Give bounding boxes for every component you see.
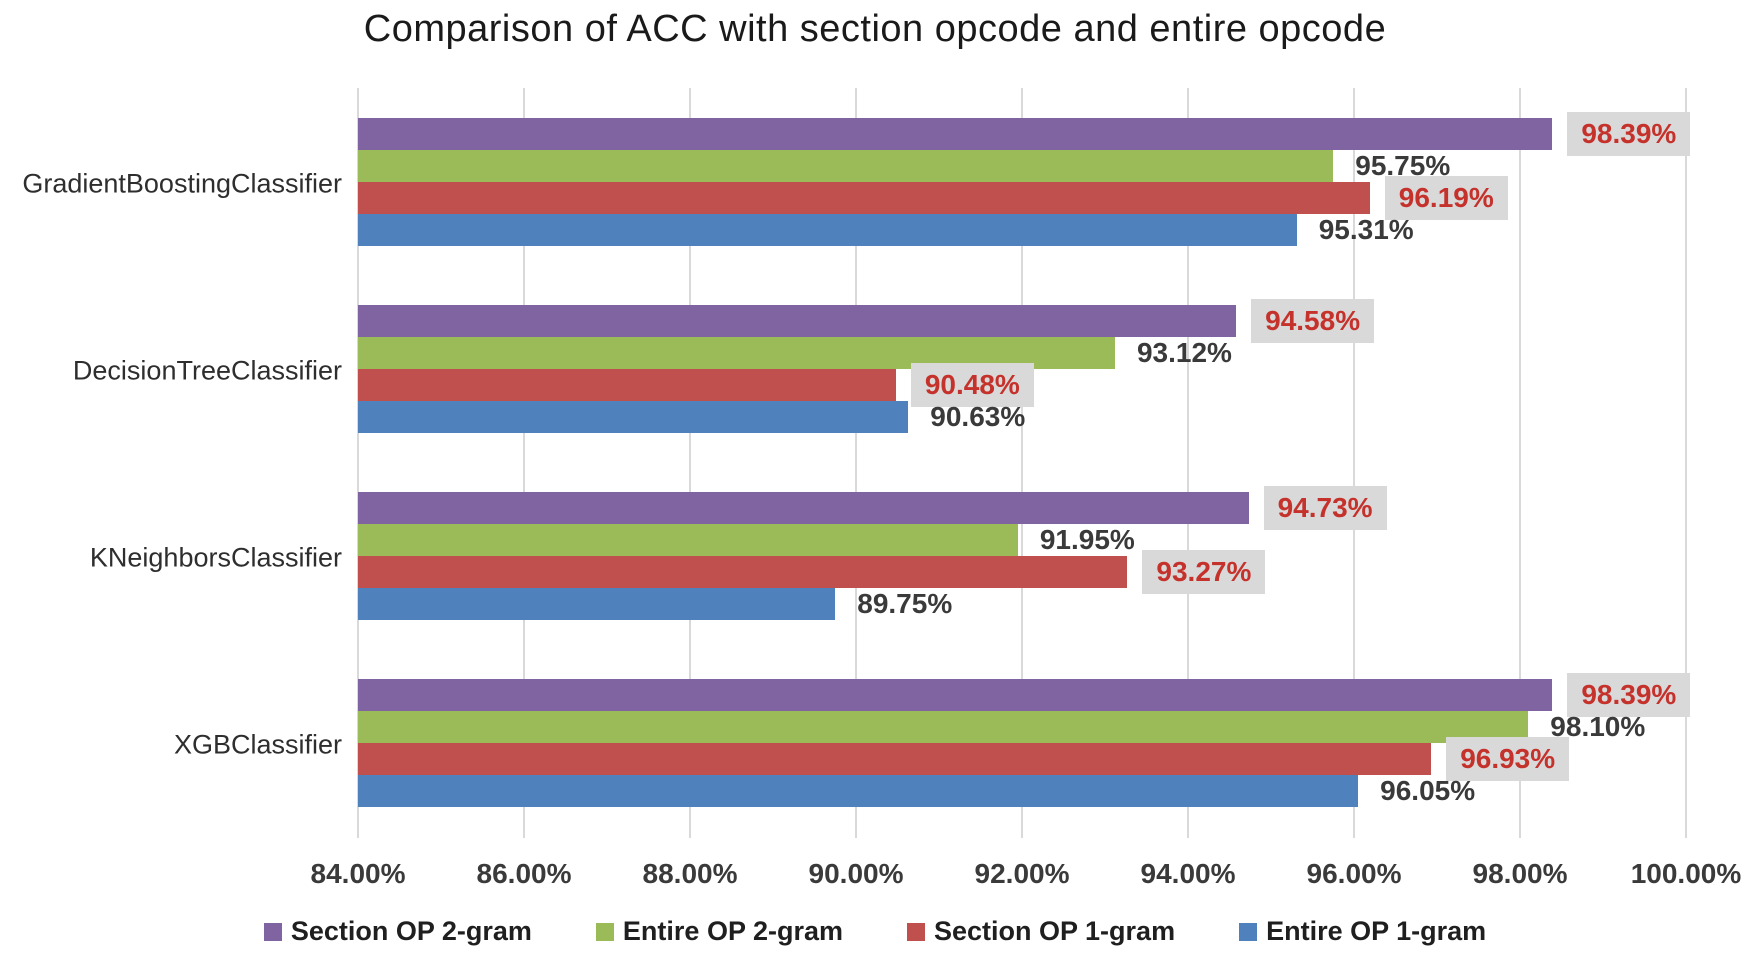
x-axis-tick-label: 100.00%	[1630, 858, 1742, 889]
x-axis-tick-label: 86.00%	[476, 858, 572, 889]
legend-label: Entire OP 1-gram	[1266, 916, 1487, 946]
x-axis-tick-label: 94.00%	[1140, 858, 1236, 889]
data-label: 91.95%	[1039, 524, 1135, 555]
data-label: 96.93%	[1446, 737, 1570, 781]
gridline	[1685, 88, 1687, 838]
x-axis-tick-label: 84.00%	[310, 858, 406, 889]
gridline	[523, 88, 525, 838]
legend-swatch-icon	[907, 922, 925, 941]
data-label: 89.75%	[857, 588, 953, 619]
legend-label: Entire OP 2-gram	[622, 916, 843, 946]
data-label: 90.63%	[930, 401, 1026, 432]
bar-entire-op-1-gram	[358, 775, 1359, 807]
gridline	[1353, 88, 1355, 838]
bar-entire-op-1-gram	[358, 214, 1297, 246]
legend: Section OP 2-gram Entire OP 2-gram Section…	[0, 916, 1750, 947]
data-label: 98.39%	[1567, 673, 1691, 717]
data-label: 93.27%	[1142, 550, 1266, 594]
legend-item: Entire OP 2-gram	[595, 916, 843, 947]
data-label: 94.73%	[1263, 486, 1387, 530]
bar-entire-op-2-gram	[358, 524, 1018, 556]
gridline	[1021, 88, 1023, 838]
bar-entire-op-2-gram	[358, 711, 1529, 743]
x-axis-tick-label: 92.00%	[974, 858, 1070, 889]
bar-entire-op-1-gram	[358, 588, 836, 620]
category-label: GradientBoostingClassifier	[22, 168, 342, 198]
data-label: 98.39%	[1567, 112, 1691, 156]
category-label: KNeighborsClassifier	[89, 542, 342, 572]
bar-section-op-1-gram	[358, 182, 1370, 214]
legend-label: Section OP 2-gram	[290, 916, 532, 946]
data-label: 93.12%	[1136, 337, 1232, 368]
bar-section-op-1-gram	[358, 369, 896, 401]
legend-swatch-icon	[263, 922, 282, 941]
legend-item: Section OP 1-gram	[907, 916, 1175, 947]
data-label: 98.10%	[1550, 711, 1646, 742]
category-label: XGBClassifier	[173, 729, 342, 759]
data-label: 90.48%	[910, 363, 1034, 407]
bar-section-op-2-gram	[358, 305, 1237, 337]
bar-section-op-2-gram	[358, 118, 1553, 150]
x-axis-tick-label: 88.00%	[642, 858, 738, 889]
data-label: 94.58%	[1251, 299, 1375, 343]
bar-section-op-1-gram	[358, 743, 1432, 775]
bar-section-op-2-gram	[358, 679, 1553, 711]
x-axis-tick-label: 98.00%	[1472, 858, 1568, 889]
x-axis-tick-label: 90.00%	[808, 858, 904, 889]
bar-section-op-1-gram	[358, 556, 1128, 588]
data-label: 95.75%	[1355, 150, 1451, 181]
legend-item: Entire OP 1-gram	[1239, 916, 1486, 947]
data-label: 96.19%	[1384, 176, 1508, 220]
category-label: DecisionTreeClassifier	[72, 355, 342, 385]
gridline	[1519, 88, 1521, 838]
legend-label: Section OP 1-gram	[934, 916, 1176, 946]
gridline	[855, 88, 857, 838]
legend-item: Section OP 2-gram	[263, 916, 532, 947]
bar-entire-op-1-gram	[358, 401, 909, 433]
gridline	[689, 88, 691, 838]
gridline	[1187, 88, 1189, 838]
gridline	[357, 88, 359, 838]
data-label: 96.05%	[1380, 775, 1476, 806]
bar-entire-op-2-gram	[358, 150, 1334, 182]
chart-title: Comparison of ACC with section opcode an…	[363, 8, 1387, 50]
data-label: 95.31%	[1318, 214, 1414, 245]
x-axis-tick-label: 96.00%	[1306, 858, 1402, 889]
legend-swatch-icon	[595, 922, 614, 941]
bar-section-op-2-gram	[358, 492, 1249, 524]
legend-swatch-icon	[1239, 922, 1258, 941]
